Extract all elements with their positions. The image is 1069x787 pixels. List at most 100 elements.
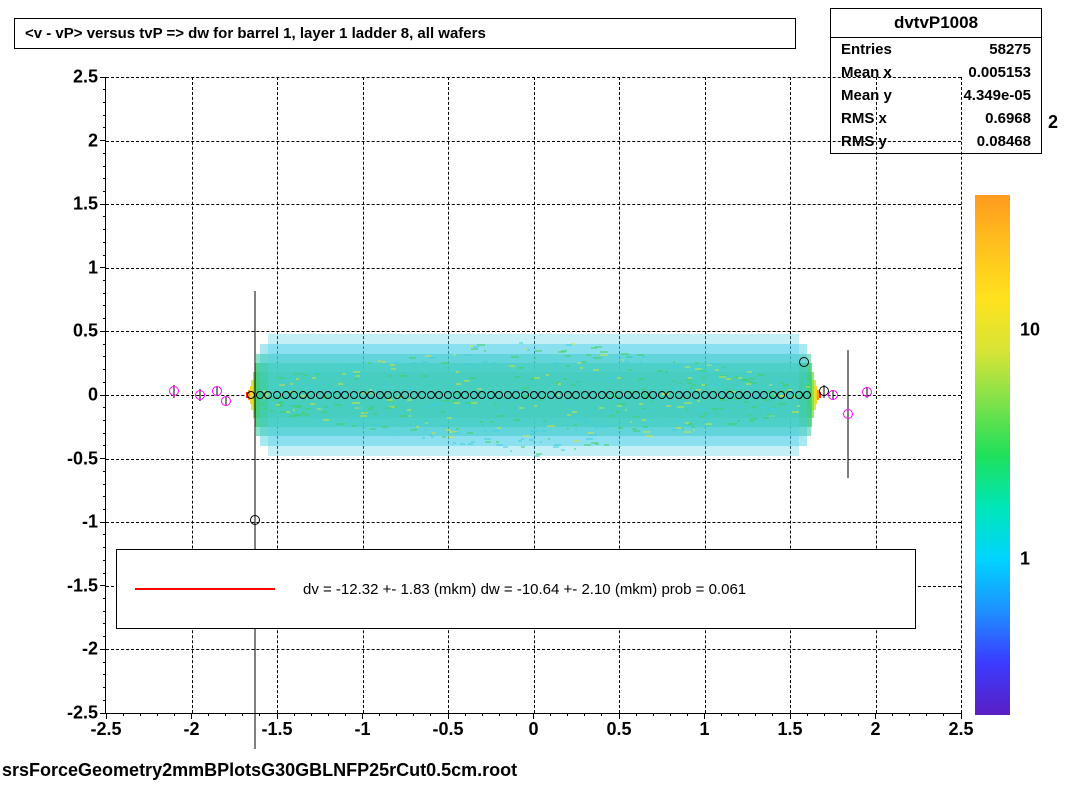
heatmap-speck	[580, 367, 583, 369]
xtick-minor	[772, 713, 773, 716]
heatmap-speck	[677, 406, 684, 408]
ytick-minor	[103, 700, 106, 701]
heatmap-speck	[806, 386, 810, 388]
heatmap-speck	[282, 388, 285, 390]
heatmap-speck	[672, 429, 679, 431]
xtick-label: 0	[528, 713, 538, 740]
heatmap-speck	[492, 362, 497, 364]
heatmap-speck	[682, 428, 684, 430]
heatmap-speck	[772, 378, 779, 380]
heatmap-speck	[628, 409, 632, 411]
profile-marker	[359, 391, 367, 399]
heatmap-speck	[387, 375, 392, 377]
heatmap-speck	[397, 419, 401, 421]
ytick-minor	[103, 420, 106, 421]
heatmap-speck	[347, 373, 351, 375]
heatmap-speck	[601, 426, 608, 428]
heatmap-speck	[334, 404, 342, 406]
heatmap-speck	[507, 399, 513, 401]
heatmap-speck	[387, 399, 393, 401]
heatmap-speck	[521, 438, 525, 440]
heatmap-speck	[518, 440, 522, 442]
heatmap-speck	[290, 383, 293, 385]
profile-marker	[376, 391, 384, 399]
ytick-minor	[103, 382, 106, 383]
heatmap-speck	[710, 414, 713, 416]
heatmap-speck	[463, 405, 468, 407]
heatmap-speck	[731, 407, 733, 409]
profile-marker	[299, 391, 307, 399]
heatmap-speck	[665, 371, 668, 373]
profile-marker	[393, 391, 401, 399]
heatmap-speck	[441, 425, 446, 427]
heatmap-speck	[702, 421, 708, 423]
heatmap-speck	[703, 413, 707, 415]
heatmap-speck	[391, 368, 396, 370]
heatmap-speck	[692, 399, 697, 401]
heatmap-speck	[503, 446, 509, 448]
heatmap-speck	[378, 360, 381, 362]
heatmap-speck	[786, 410, 791, 412]
heatmap-speck	[573, 440, 579, 442]
plot-title-box: <v - vP> versus tvP => dw for barrel 1, …	[14, 18, 796, 49]
profile-marker	[769, 391, 777, 399]
xtick-minor	[225, 713, 226, 716]
heatmap-speck	[561, 449, 565, 451]
heatmap-speck	[644, 422, 650, 424]
heatmap-speck	[496, 444, 504, 446]
profile-marker	[786, 391, 794, 399]
heatmap-speck	[481, 424, 484, 426]
heatmap-speck	[306, 414, 309, 416]
heatmap-speck	[719, 376, 727, 378]
heatmap-speck	[453, 432, 458, 434]
heatmap-speck	[574, 448, 576, 450]
profile-marker	[470, 391, 478, 399]
heatmap-speck	[323, 419, 329, 421]
colorbar-exponent: 2	[1048, 112, 1058, 133]
heatmap-speck	[701, 384, 705, 386]
heatmap-speck	[272, 385, 275, 387]
heatmap-speck	[743, 379, 749, 381]
heatmap-speck	[360, 415, 367, 417]
xtick-minor	[516, 713, 517, 716]
heatmap-speck	[707, 418, 711, 420]
heatmap-speck	[691, 426, 695, 428]
xtick-minor	[465, 713, 466, 716]
heatmap-speck	[534, 407, 541, 409]
heatmap-speck	[453, 442, 457, 444]
profile-marker	[427, 391, 435, 399]
heatmap-speck	[460, 405, 463, 407]
heatmap-speck	[596, 421, 601, 423]
stats-value: 4.349e-05	[963, 87, 1031, 104]
heatmap-speck	[490, 421, 492, 423]
heatmap-speck	[447, 436, 453, 438]
profile-marker	[487, 391, 495, 399]
profile-marker	[401, 391, 409, 399]
outlier-marker	[169, 386, 179, 396]
heatmap-speck	[672, 388, 679, 390]
profile-marker	[495, 391, 503, 399]
heatmap-speck	[638, 410, 645, 412]
xtick-minor	[841, 713, 842, 716]
heatmap-speck	[676, 420, 679, 422]
heatmap-speck	[746, 383, 750, 385]
heatmap-speck	[574, 419, 580, 421]
heatmap-speck	[627, 356, 633, 358]
heatmap-speck	[695, 387, 700, 389]
heatmap-speck	[396, 431, 399, 433]
heatmap-speck	[407, 399, 412, 401]
heatmap-speck	[402, 374, 404, 376]
heatmap-speck	[496, 441, 499, 443]
stats-name: dvtvP1008	[831, 9, 1041, 38]
fit-legend-box: dv = -12.32 +- 1.83 (mkm) dw = -10.64 +-…	[116, 549, 916, 629]
heatmap-speck	[728, 382, 732, 384]
heatmap-speck	[609, 425, 614, 427]
heatmap-speck	[264, 408, 267, 410]
profile-marker	[538, 391, 546, 399]
heatmap-speck	[548, 438, 551, 440]
ytick-minor	[103, 229, 106, 230]
heatmap-speck	[382, 361, 386, 363]
xtick-minor	[259, 713, 260, 716]
profile-marker	[718, 391, 726, 399]
heatmap-speck	[536, 453, 542, 455]
